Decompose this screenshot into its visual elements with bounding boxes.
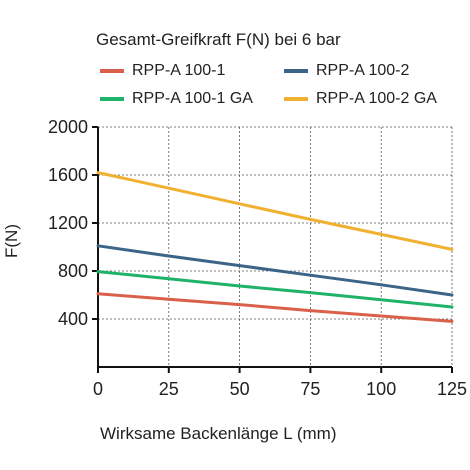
legend-swatch [100,97,124,101]
series-line-1 [96,292,454,323]
series-line-2 [96,244,454,297]
y-tick-label: 1600 [48,165,88,185]
legend-item-rpp-a-100-2-ga: RPP-A 100-2 GA [284,90,437,108]
legend-swatch [284,97,308,101]
legend-swatch [284,69,308,73]
y-tick-label: 800 [58,261,88,281]
legend-item-rpp-a-100-1: RPP-A 100-1 [100,62,225,80]
x-tick-label: 75 [300,379,320,399]
y-tick-label: 400 [58,309,88,329]
legend-swatch [100,69,124,73]
legend-label: RPP-A 100-1 GA [132,90,253,107]
x-tick-label: 100 [366,379,396,399]
legend-item-rpp-a-100-1-ga: RPP-A 100-1 GA [100,90,253,108]
y-tick-label: 1200 [48,213,88,233]
x-tick-label: 50 [230,379,250,399]
x-axis-label: Wirksame Backenlänge L (mm) [100,424,337,443]
x-tick-label: 25 [159,379,179,399]
legend-label: RPP-A 100-2 [316,62,410,79]
legend-label: RPP-A 100-1 [132,62,226,79]
chart-title: Gesamt-Greifkraft F(N) bei 6 bar [96,30,341,49]
series-line-3 [96,270,454,309]
y-tick-label: 2000 [48,117,88,137]
series-line-4 [96,171,454,251]
x-tick-label: 0 [93,379,103,399]
x-tick-label: 125 [437,379,467,399]
legend-label: RPP-A 100-2 GA [316,90,437,107]
legend-item-rpp-a-100-2: RPP-A 100-2 [284,62,409,80]
y-axis-label: F(N) [2,224,21,258]
